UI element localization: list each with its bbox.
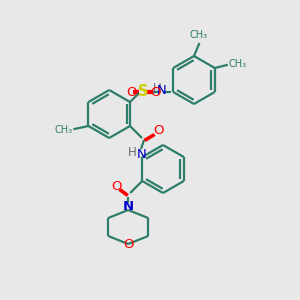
Text: O: O: [111, 179, 122, 193]
Text: N: N: [156, 85, 166, 98]
Text: CH₃: CH₃: [229, 59, 247, 69]
Text: N: N: [123, 200, 134, 214]
Text: O: O: [123, 238, 134, 251]
Text: S: S: [138, 85, 148, 100]
Text: O: O: [126, 85, 136, 98]
Text: CH₃: CH₃: [190, 30, 208, 40]
Text: H: H: [128, 146, 137, 160]
Text: H: H: [153, 82, 162, 94]
Text: O: O: [150, 85, 160, 98]
Text: CH₃: CH₃: [54, 125, 72, 135]
Text: N: N: [137, 148, 147, 160]
Text: O: O: [153, 124, 163, 137]
